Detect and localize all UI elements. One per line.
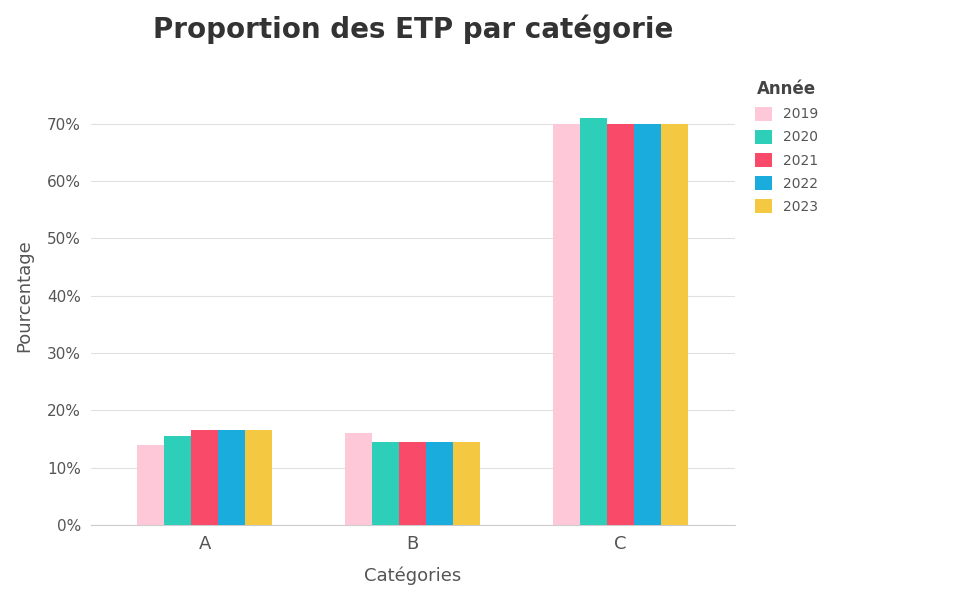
- Bar: [400, 442, 426, 525]
- Title: Proportion des ETP par catégorie: Proportion des ETP par catégorie: [153, 15, 673, 44]
- Bar: [219, 430, 246, 525]
- Bar: [138, 445, 164, 525]
- Bar: [345, 433, 372, 525]
- Bar: [164, 436, 191, 525]
- Bar: [554, 124, 580, 525]
- Bar: [372, 442, 400, 525]
- Bar: [607, 124, 634, 525]
- Bar: [580, 118, 607, 525]
- Bar: [191, 430, 219, 525]
- X-axis label: Catégories: Catégories: [364, 566, 462, 585]
- Bar: [426, 442, 453, 525]
- Bar: [453, 442, 480, 525]
- Bar: [662, 124, 688, 525]
- Bar: [246, 430, 272, 525]
- Bar: [634, 124, 662, 525]
- Y-axis label: Pourcentage: Pourcentage: [15, 239, 33, 352]
- Legend: 2019, 2020, 2021, 2022, 2023: 2019, 2020, 2021, 2022, 2023: [749, 73, 825, 221]
